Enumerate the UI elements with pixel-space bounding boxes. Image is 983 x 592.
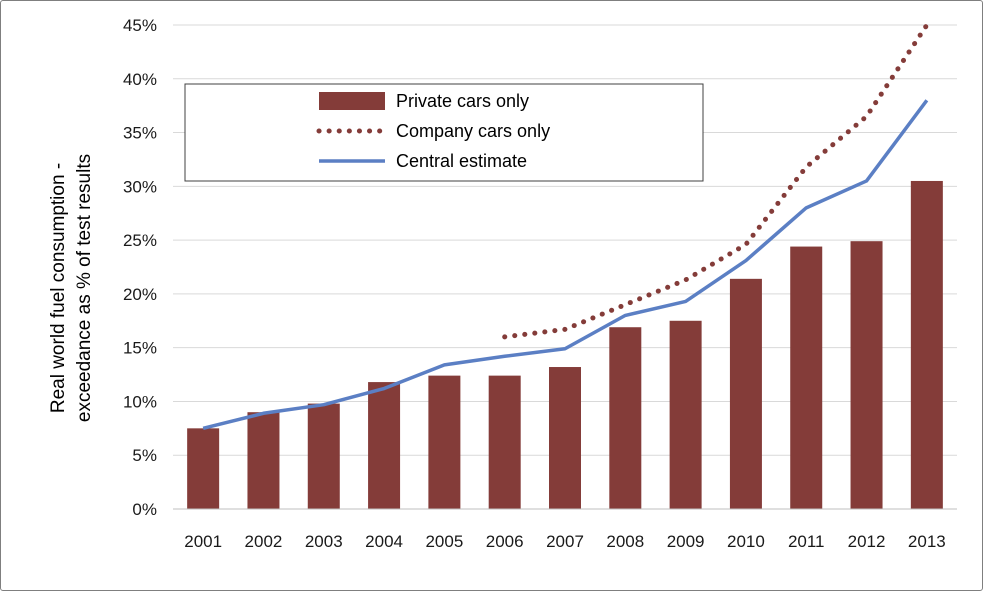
legend-label-private-cars: Private cars only [396, 91, 529, 111]
x-tick-label: 2001 [184, 532, 222, 551]
y-axis-title-line-2: exceedance as % of test results [74, 154, 95, 422]
x-tick-label: 2011 [788, 532, 825, 551]
bar-private-cars [307, 403, 340, 509]
x-tick-label: 2008 [606, 532, 644, 551]
bar-private-cars [910, 180, 943, 509]
y-tick-label: 35% [123, 124, 157, 143]
x-tick-label: 2003 [305, 532, 343, 551]
x-tick-label: 2010 [727, 532, 765, 551]
bar-private-cars [549, 367, 581, 509]
x-axis-tick-labels: 2001 2002 2003 2004 2005 2006 2007 2008 2009 2010… [184, 532, 946, 551]
y-axis-tick-labels: 0% 5% 10% 15% 20% 25% 30% 35% 40% 45% [123, 16, 157, 519]
bar-private-cars [428, 375, 461, 509]
bars-private-cars [187, 180, 943, 510]
x-tick-label: 2013 [908, 532, 946, 551]
y-tick-label: 30% [123, 177, 157, 196]
line-company-cars [502, 22, 930, 340]
bar-private-cars [247, 412, 280, 509]
bar-private-cars [488, 375, 521, 509]
legend-box [184, 83, 704, 182]
bar-private-cars [609, 327, 642, 509]
bar-private-cars [850, 241, 883, 510]
line-central-estimate [202, 99, 929, 431]
x-tick-label: 2006 [486, 532, 524, 551]
bar-private-cars [790, 246, 823, 509]
series-lines [202, 22, 930, 431]
y-tick-label: 0% [132, 500, 157, 519]
y-tick-label: 45% [123, 16, 157, 35]
y-tick-label: 40% [123, 70, 157, 89]
y-tick-label: 10% [123, 392, 157, 411]
y-tick-label: 20% [123, 285, 157, 304]
x-tick-label: 2012 [848, 532, 886, 551]
x-tick-label: 2009 [667, 532, 705, 551]
y-tick-label: 5% [132, 446, 157, 465]
y-axis-title-line-1: Real world fuel consumption - [48, 163, 69, 413]
x-tick-label: 2002 [245, 532, 283, 551]
x-tick-label: 2005 [425, 532, 463, 551]
legend-swatch-private-cars [319, 92, 385, 110]
legend-label-company-cars: Company cars only [396, 121, 550, 141]
x-tick-label: 2004 [365, 532, 403, 551]
bar-private-cars [187, 428, 220, 509]
legend-label-central-estimate: Central estimate [396, 151, 527, 171]
y-tick-label: 15% [123, 339, 157, 358]
x-tick-label: 2007 [546, 532, 584, 551]
y-tick-label: 25% [123, 231, 157, 250]
legend: Private cars only Company cars only Cent… [184, 83, 704, 182]
bar-private-cars [368, 382, 401, 509]
bar-private-cars [669, 320, 702, 509]
bar-private-cars [729, 278, 762, 509]
